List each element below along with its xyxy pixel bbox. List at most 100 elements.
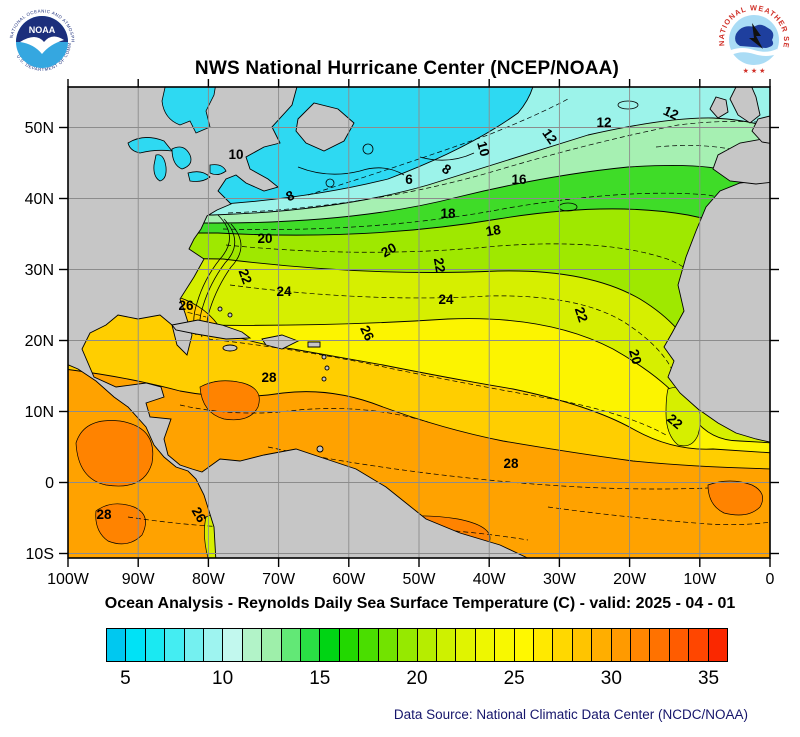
contour-label: 26 — [357, 323, 377, 343]
map-caption: Ocean Analysis - Reynolds Daily Sea Surf… — [104, 595, 736, 612]
x-axis-label: 0 — [766, 571, 775, 588]
x-axis-label: 30W — [543, 571, 577, 588]
land-cuba — [171, 319, 252, 340]
axis-ticks — [59, 79, 779, 567]
contour-label: 28 — [96, 507, 112, 522]
colorbar-cell — [571, 629, 592, 661]
contour-label: 22 — [572, 305, 591, 324]
colorbar-cell — [688, 629, 708, 661]
x-axis-label: 50W — [403, 571, 437, 588]
land-britain — [729, 87, 761, 124]
colorbar-tick-label: 15 — [309, 668, 331, 689]
land-jamaica — [222, 344, 238, 352]
land-newfoundland — [295, 102, 355, 152]
y-axis-label: 50N — [25, 120, 54, 137]
colorbar-cell — [416, 629, 436, 661]
page-title: NWS National Hurricane Center (NCEP/NOAA… — [194, 58, 620, 79]
colorbar-tick-label: 5 — [120, 668, 131, 689]
colorbar-cell — [455, 629, 475, 661]
colorbar-cell — [629, 629, 650, 661]
lake-huron — [171, 146, 192, 170]
contour-label: 6 — [405, 172, 413, 187]
colorbar-cell — [222, 629, 242, 661]
lake-ontario — [209, 164, 227, 175]
x-axis-label: 10W — [683, 571, 717, 588]
contour-label: 18 — [440, 206, 456, 221]
colorbar-cell — [474, 629, 495, 661]
y-axis-label: 0 — [45, 475, 54, 492]
contour-label: 20 — [257, 231, 272, 246]
warm-patch-caribbean — [199, 380, 260, 421]
contour-label: 24 — [438, 292, 454, 307]
nws-wave-icon — [731, 48, 777, 56]
land-bahamas-1 — [217, 306, 223, 312]
data-source-credit: Data Source: National Climatic Data Cent… — [393, 707, 748, 722]
y-axis-label: 40N — [25, 191, 54, 208]
land-americas — [68, 87, 529, 558]
x-axis-label: 40W — [473, 571, 507, 588]
contour-label: 18 — [485, 222, 503, 239]
contour-label: 20 — [626, 348, 644, 366]
land-iberia — [712, 137, 770, 185]
contour-label: 12 — [539, 126, 560, 147]
noaa-seagull-icon — [20, 36, 64, 54]
contour-label: 16 — [511, 172, 527, 187]
noaa-wordmark: NOAA — [29, 25, 56, 35]
lake-superior — [127, 137, 173, 154]
colorbar-cell — [183, 629, 204, 661]
colorbar-tick-labels: 5 10 15 20 25 30 35 — [106, 668, 728, 696]
contour-label: 12 — [596, 115, 611, 130]
contour-label: 12 — [661, 103, 681, 123]
colorbar-tick-label: 10 — [212, 668, 234, 689]
contour-label: 28 — [503, 456, 519, 471]
colorbar-cell — [241, 629, 262, 661]
land-antilles-3 — [321, 376, 327, 382]
colorbar-cell — [125, 629, 145, 661]
colorbar-cell — [707, 629, 727, 661]
colorbar-cell — [513, 629, 533, 661]
graticule — [68, 87, 770, 558]
land-bahamas-2 — [227, 312, 233, 318]
land-france — [751, 115, 770, 144]
x-axis-label: 60W — [332, 571, 366, 588]
contour-label: 26 — [189, 504, 210, 525]
contour-label: 22 — [664, 411, 685, 432]
x-axis-label: 70W — [262, 571, 296, 588]
contour-label: 26 — [178, 298, 194, 313]
lake-michigan — [153, 154, 167, 182]
colorbar-cell — [280, 629, 301, 661]
warm-patch-pacific-1 — [75, 420, 154, 487]
land-antilles-1 — [321, 354, 327, 360]
contour-label: 28 — [261, 370, 277, 385]
land-ireland — [709, 96, 729, 119]
x-axis-label: 90W — [122, 571, 156, 588]
colorbar-cell — [435, 629, 456, 661]
colorbar-cell — [144, 629, 165, 661]
y-axis-labels: 50N 40N 30N 20N 10N 0 10S — [25, 120, 54, 563]
nws-ring-stars: ★ ★ ★ — [743, 67, 766, 75]
colorbar-cell — [397, 629, 417, 661]
colorbar-cell — [107, 629, 126, 661]
y-axis-label: 30N — [25, 262, 54, 279]
colorbar-cell — [649, 629, 669, 661]
colorbar-cell — [591, 629, 611, 661]
colorbar-cell — [494, 629, 514, 661]
y-axis-label: 10N — [25, 404, 54, 421]
colorbar-cell — [300, 629, 320, 661]
contour-label: 10 — [474, 140, 492, 158]
colorbar-cell — [610, 629, 630, 661]
warm-patch-pacific-2 — [95, 503, 146, 545]
temperature-colorbar — [106, 628, 728, 662]
contour-label: 22 — [236, 267, 255, 286]
colorbar-cell — [164, 629, 184, 661]
y-axis-label: 20N — [25, 333, 54, 350]
contour-label: 10 — [228, 147, 243, 162]
colorbar-cell — [377, 629, 398, 661]
y-axis-label: 10S — [26, 546, 54, 563]
x-axis-label: 80W — [192, 571, 226, 588]
colorbar-tick-label: 20 — [406, 668, 428, 689]
